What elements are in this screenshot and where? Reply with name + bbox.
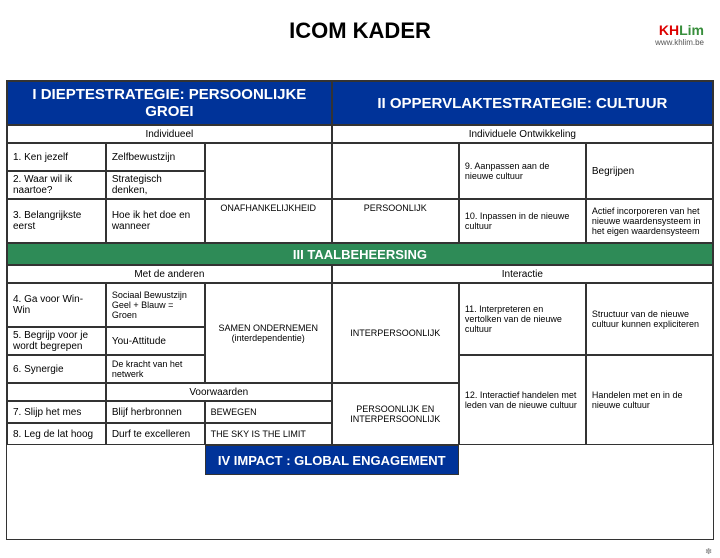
row6-desc: De kracht van het netwerk — [106, 355, 205, 383]
bewegen-cell: BEWEGEN — [205, 401, 332, 423]
row2-label: 2. Waar wil ik naartoe? — [7, 171, 106, 199]
c10-cell: 10. Inpassen in de nieuwe cultuur — [459, 199, 586, 243]
section4-header: IV IMPACT : GLOBAL ENGAGEMENT — [205, 445, 459, 475]
c12-cell: 12. Interactief handelen met leden van d… — [459, 355, 586, 445]
blank-vw-left — [7, 383, 106, 401]
brand-logo: KHLim www.khlim.be — [655, 22, 704, 47]
row1-desc: Zelfbewustzijn — [106, 143, 205, 171]
samen-cell: SAMEN ONDERNEMEN (interdependentie) — [205, 283, 332, 383]
met-anderen-header: Met de anderen — [7, 265, 332, 283]
individueel-header: Individueel — [7, 125, 332, 143]
blank-bottom-right — [459, 445, 713, 475]
row7-label: 7. Slijp het mes — [7, 401, 106, 423]
voorwaarden-header: Voorwaarden — [106, 383, 332, 401]
brand-url: www.khlim.be — [655, 38, 704, 47]
icom-grid: I DIEPTESTRATEGIE: PERSOONLIJKE GROEIII … — [6, 80, 714, 540]
c9-cell: 9. Aanpassen aan de nieuwe cultuur — [459, 143, 586, 199]
section1-header: I DIEPTESTRATEGIE: PERSOONLIJKE GROEI — [7, 81, 332, 125]
begrijpen-cell: Begrijpen — [586, 143, 713, 199]
blank-c3a — [205, 143, 332, 199]
sky-cell: THE SKY IS THE LIMIT — [205, 423, 332, 445]
row8-desc: Durf te excelleren — [106, 423, 205, 445]
row3-label: 3. Belangrijkste eerst — [7, 199, 106, 243]
row5-desc: You-Attitude — [106, 327, 205, 355]
row8-label: 8. Leg de lat hoog — [7, 423, 106, 445]
indiv-ontw-header: Individuele Ontwikkeling — [332, 125, 713, 143]
both-cell: PERSOONLIJK EN INTERPERSOONLIJK — [332, 383, 459, 445]
row1-label: 1. Ken jezelf — [7, 143, 106, 171]
onafh-cell: ONAFHANKELIJKHEID — [205, 199, 332, 243]
blank-bottom-left — [7, 445, 205, 475]
brand-kh: KH — [659, 22, 679, 38]
row4-label: 4. Ga voor Win-Win — [7, 283, 106, 327]
row7-desc: Blijf herbronnen — [106, 401, 205, 423]
section2-header: II OPPERVLAKTESTRATEGIE: CULTUUR — [332, 81, 713, 125]
row3-desc: Hoe ik het doe en wanneer — [106, 199, 205, 243]
footer-deco: ✽ — [705, 547, 712, 556]
structuur-cell: Structuur van de nieuwe cultuur kunnen e… — [586, 283, 713, 355]
page-title: ICOM KADER — [0, 18, 720, 44]
interactie-header: Interactie — [332, 265, 713, 283]
row2-desc: Strategisch denken, — [106, 171, 205, 199]
handelen-cell: Handelen met en in de nieuwe cultuur — [586, 355, 713, 445]
row5-label: 5. Begrijp voor je wordt begrepen — [7, 327, 106, 355]
blank-c4a — [332, 143, 459, 199]
actief-cell: Actief incorporeren van het nieuwe waard… — [586, 199, 713, 243]
section3-header: III TAALBEHEERSING — [7, 243, 713, 265]
brand-lim: Lim — [679, 22, 704, 38]
persoonlijk-cell: PERSOONLIJK — [332, 199, 459, 243]
row4-desc: Sociaal Bewustzijn Geel + Blauw = Groen — [106, 283, 205, 327]
c11-cell: 11. Interpreteren en vertolken van de ni… — [459, 283, 586, 355]
interp-cell: INTERPERSOONLIJK — [332, 283, 459, 383]
row6-label: 6. Synergie — [7, 355, 106, 383]
